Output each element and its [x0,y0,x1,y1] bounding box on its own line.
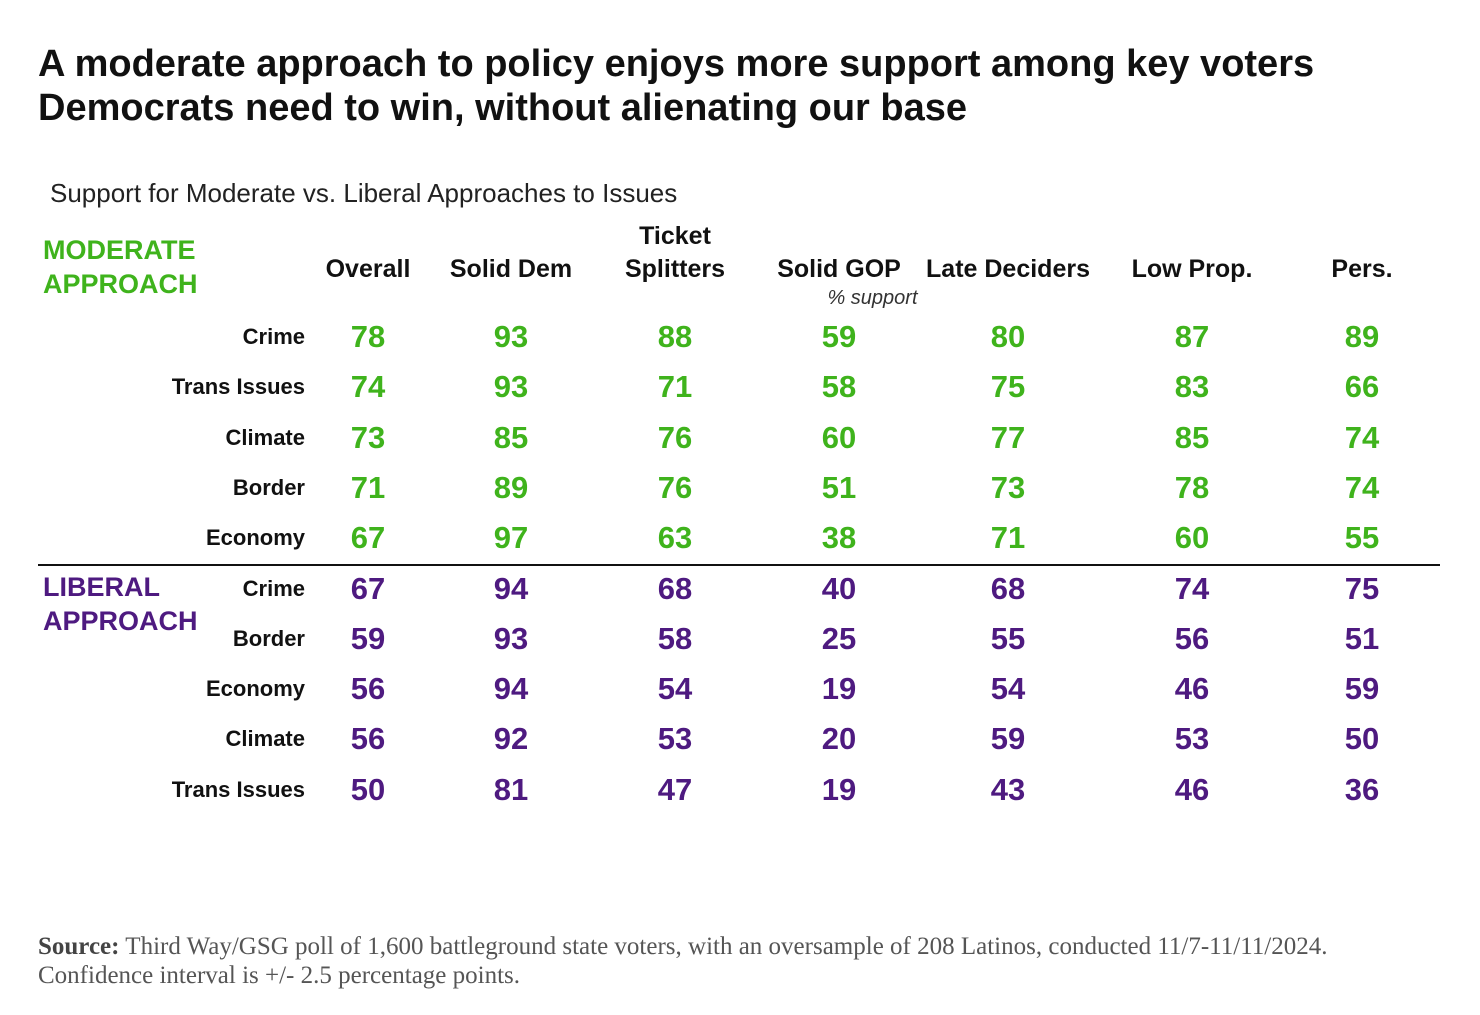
column-header: Pers. [1331,255,1393,283]
row-label: Trans Issues [171,374,305,400]
cell-value: 81 [493,771,529,807]
row-label: Climate [225,726,305,752]
cell-value: 56 [1174,620,1210,656]
cell-value: 58 [821,369,857,405]
cell-value: 76 [657,419,693,455]
cell-value: 94 [493,570,529,606]
cell-value: 75 [990,369,1026,405]
column-header: Late Deciders [926,255,1090,283]
cell-value: 50 [1344,721,1380,757]
cell-value: 89 [1344,319,1380,354]
cell-value: 67 [350,520,386,556]
group-label: MODERATE APPROACH [43,235,198,299]
cell-value: 97 [493,520,529,556]
row-label: Climate [225,424,305,450]
cell-value: 71 [657,369,693,405]
cell-value: 51 [821,469,857,505]
cell-value: 68 [657,570,693,606]
column-header: Low Prop. [1131,255,1253,283]
row-label: Economy [205,525,305,551]
column-header: Overall [325,255,411,283]
cell-value: 80 [990,319,1026,354]
cell-value: 53 [657,721,693,757]
cell-value: 87 [1174,319,1210,354]
cell-value: 68 [990,570,1026,606]
divider [38,564,1440,566]
cell-value: 89 [493,469,529,505]
cell-value: 25 [821,620,857,656]
cell-value: 74 [1344,469,1380,505]
cell-value: 60 [1174,520,1210,556]
cell-value: 58 [657,620,693,656]
cell-value: 59 [821,319,857,354]
row-label: Trans Issues [171,776,305,802]
cell-value: 51 [1344,620,1380,656]
cell-value: 66 [1344,369,1380,405]
cell-value: 71 [350,469,386,505]
cell-value: 59 [990,721,1026,757]
column-header: Ticket Splitters [624,222,726,283]
cell-value: 93 [493,319,529,354]
cell-value: 56 [350,721,386,757]
cell-value: 54 [990,671,1026,707]
source-text: Third Way/GSG poll of 1,600 battleground… [38,933,1328,989]
cell-value: 56 [350,671,386,707]
group-label: LIBERAL APPROACH [43,572,198,636]
cell-value: 93 [493,620,529,656]
cell-value: 19 [821,771,857,807]
cell-value: 53 [1174,721,1210,757]
cell-value: 60 [821,419,857,455]
cell-value: 54 [657,671,693,707]
cell-value: 73 [350,419,386,455]
column-header: Solid GOP [777,255,901,283]
cell-value: 77 [990,419,1026,455]
cell-value: 74 [1344,419,1380,455]
cell-value: 85 [493,419,529,455]
subtitle: Support for Moderate vs. Liberal Approac… [50,178,678,208]
cell-value: 36 [1344,771,1380,807]
cell-value: 19 [821,671,857,707]
cell-value: 50 [350,771,386,807]
cell-value: 83 [1174,369,1210,405]
cell-value: 76 [657,469,693,505]
source-label: Source: [38,933,120,960]
cell-value: 85 [1174,419,1210,455]
cell-value: 20 [821,721,857,757]
row-label: Crime [242,575,305,601]
cell-value: 88 [657,319,693,354]
cell-value: 73 [990,469,1026,505]
cell-value: 92 [493,721,529,757]
cell-value: 59 [1344,671,1380,707]
cell-value: 74 [1174,570,1210,606]
cell-value: 59 [350,620,386,656]
source: Source: Third Way/GSG poll of 1,600 batt… [38,932,1328,990]
note: % support [827,287,918,309]
cell-value: 46 [1174,771,1210,807]
cell-value: 74 [350,369,386,405]
cell-value: 71 [990,520,1026,556]
cell-value: 38 [821,520,857,556]
cell-value: 78 [350,319,386,354]
row-label: Crime [242,324,305,349]
cell-value: 55 [990,620,1026,656]
title: A moderate approach to policy enjoys mor… [38,43,1315,129]
row-label: Border [232,474,305,500]
row-label: Economy [205,676,305,702]
cell-value: 47 [657,771,693,807]
cell-value: 55 [1344,520,1380,556]
cell-value: 46 [1174,671,1210,707]
cell-value: 94 [493,671,529,707]
cell-value: 40 [821,570,857,606]
column-header: Solid Dem [449,255,573,283]
cell-value: 43 [990,771,1026,807]
row-label: Border [232,625,305,651]
cell-value: 75 [1344,570,1380,606]
cell-value: 67 [350,570,386,606]
cell-value: 63 [657,520,693,556]
cell-value: 78 [1174,469,1210,505]
cell-value: 93 [493,369,529,405]
